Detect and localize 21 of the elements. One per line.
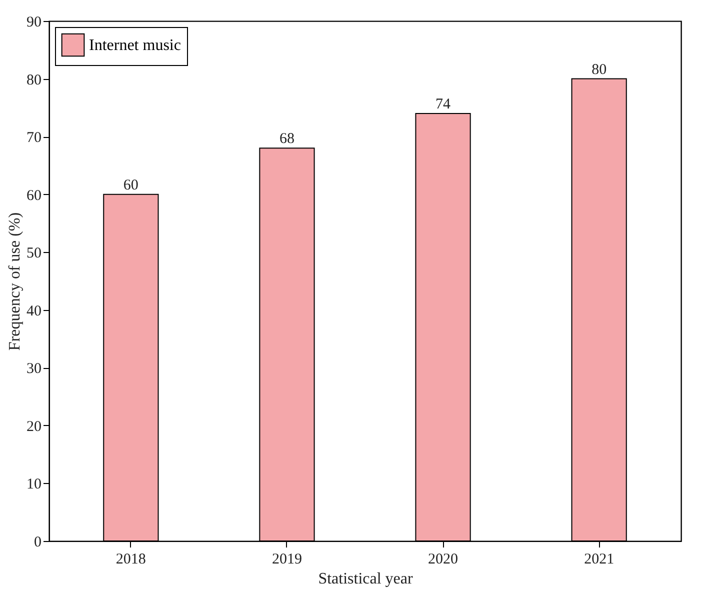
- y-tick-label: 10: [26, 476, 42, 493]
- y-tick-label: 30: [26, 361, 42, 378]
- y-tick-label: 0: [34, 534, 42, 550]
- y-tick-label: 70: [26, 130, 42, 146]
- data-label: 68: [279, 131, 294, 148]
- y-tick-label: 50: [26, 246, 42, 262]
- x-tick-label: 2018: [116, 552, 146, 568]
- data-label: 74: [436, 96, 452, 112]
- y-tick-label: 60: [26, 188, 42, 204]
- y-tick-label: 20: [26, 418, 42, 435]
- x-tick-label: 2021: [584, 552, 614, 568]
- x-tick-label: 2020: [428, 552, 458, 568]
- y-tick-label: 40: [26, 303, 42, 320]
- x-axis-title: Statistical year: [318, 570, 414, 588]
- data-label: 80: [592, 62, 607, 78]
- y-tick-label: 80: [26, 72, 42, 88]
- y-tick-label: 90: [26, 14, 42, 30]
- data-label: 60: [123, 177, 138, 194]
- x-tick-label: 2019: [272, 552, 302, 568]
- y-axis-title: Frequency of use (%): [6, 212, 24, 351]
- legend-label: Internet music: [89, 37, 181, 54]
